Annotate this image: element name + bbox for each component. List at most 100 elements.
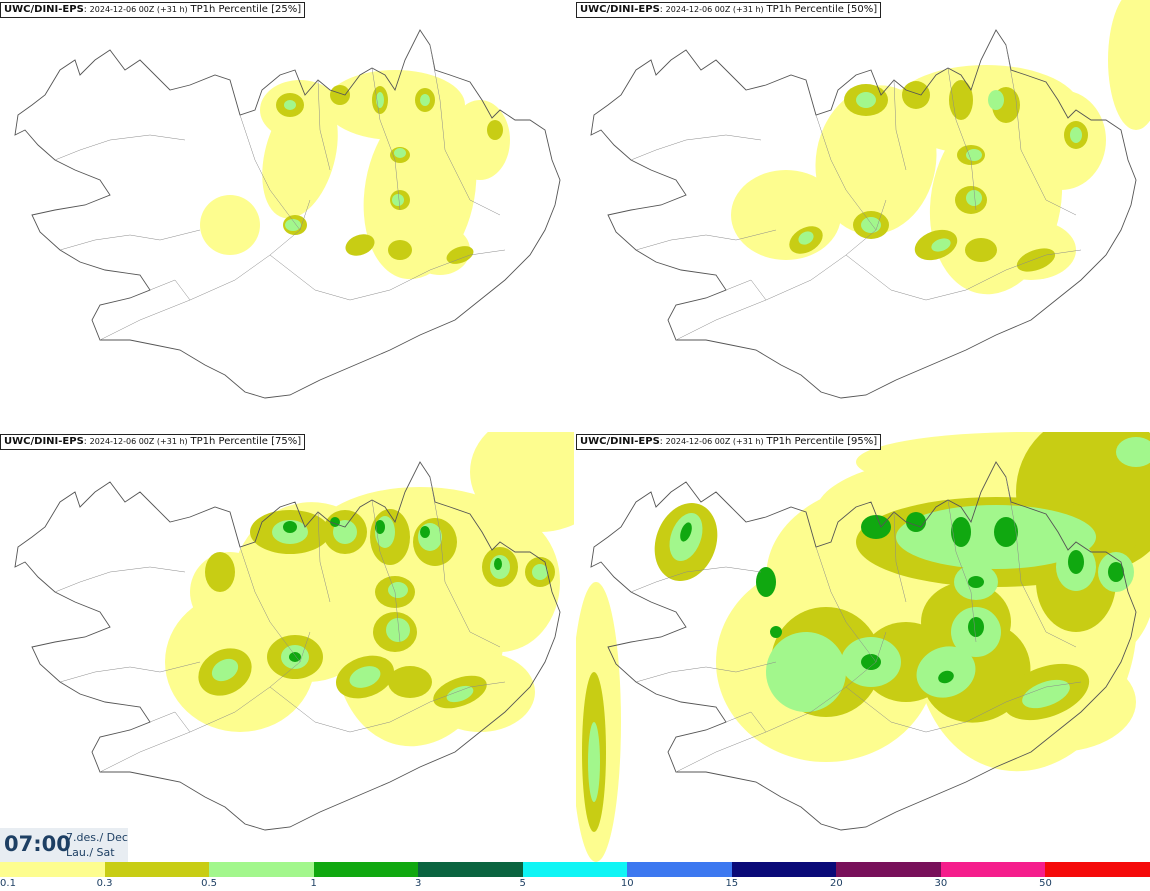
precip-light-green <box>766 632 846 712</box>
region-boundary <box>429 476 501 648</box>
legend-swatch <box>836 862 941 877</box>
precip-light-yellow <box>986 220 1076 280</box>
precip-fields <box>731 0 1150 295</box>
region-boundary <box>893 511 907 603</box>
legend-swatch <box>731 862 837 877</box>
precip-light-green <box>1022 679 1070 709</box>
legend-tick-label: 15 <box>725 878 739 889</box>
precip-light-green <box>211 658 239 682</box>
panel-title: UWC/DINI-EPS: 2024-12-06 00Z (+31 h) TP1… <box>0 434 306 450</box>
legend-tick-label: 0.3 <box>96 878 113 889</box>
region-boundary <box>947 67 977 211</box>
coastline <box>590 29 1137 399</box>
region-boundary <box>54 134 186 161</box>
precip-light-green <box>388 582 408 598</box>
coastline <box>14 29 561 399</box>
precip-green <box>938 670 954 684</box>
region-boundary <box>59 229 201 251</box>
iceland-coastline <box>14 29 561 399</box>
precip-olive <box>446 246 474 264</box>
region-boundary <box>371 67 401 211</box>
legend-swatch <box>104 862 210 877</box>
precip-light-green <box>394 148 406 158</box>
precipitation-map <box>590 0 1150 399</box>
legend-tick-label: 1 <box>310 878 317 889</box>
region-boundary <box>725 711 767 733</box>
precip-light-yellow <box>325 70 465 140</box>
precip-light-green <box>966 149 982 161</box>
precip-light-green <box>1116 437 1150 467</box>
precip-light-yellow <box>470 432 574 532</box>
region-boundary <box>149 279 191 301</box>
map-panel-50: UWC/DINI-EPS: 2024-12-06 00Z (+31 h) TP1… <box>576 0 1150 430</box>
region-boundary <box>635 661 777 683</box>
precip-green <box>861 515 891 539</box>
legend-tick-label: 50 <box>1039 878 1052 889</box>
precip-light-green <box>798 231 814 245</box>
legend-swatch <box>1045 862 1150 877</box>
coastline <box>14 461 561 831</box>
precip-green <box>330 517 340 527</box>
legend-swatch <box>313 862 419 877</box>
region-boundary <box>845 249 1082 301</box>
precip-green <box>289 652 301 662</box>
region-boundary <box>630 566 762 593</box>
region-boundary <box>947 499 977 643</box>
precip-light-green <box>420 94 430 106</box>
precip-green <box>680 522 692 542</box>
precip-light-yellow <box>200 195 260 255</box>
panel-title: UWC/DINI-EPS: 2024-12-06 00Z (+31 h) TP1… <box>576 2 882 18</box>
region-boundary <box>635 229 777 251</box>
precip-light-green <box>988 90 1004 110</box>
precip-light-green <box>532 564 548 580</box>
precip-green <box>951 517 971 547</box>
legend-swatch <box>522 862 628 877</box>
precip-green <box>968 576 984 588</box>
region-boundary <box>725 279 767 301</box>
precip-olive <box>965 238 997 262</box>
precip-olive <box>388 240 412 260</box>
precipitation-map <box>576 432 1150 862</box>
precip-light-green <box>386 618 410 642</box>
precip-light-green <box>861 217 881 233</box>
valid-day: Lau./ Sat <box>66 846 115 859</box>
region-boundary <box>845 681 1082 733</box>
precip-light-yellow <box>450 100 510 180</box>
region-boundary <box>239 114 301 231</box>
precip-green <box>770 626 782 638</box>
map-panel-75: UWC/DINI-EPS: 2024-12-06 00Z (+31 h) TP1… <box>0 432 574 862</box>
region-boundary <box>317 511 331 603</box>
precip-light-green <box>446 685 474 703</box>
precip-olive <box>388 666 432 698</box>
legend-bar <box>0 862 1150 877</box>
region-boundary <box>239 546 301 663</box>
precip-light-green <box>392 194 404 206</box>
precip-light-green <box>856 92 876 108</box>
legend-tick-label: 20 <box>829 878 843 889</box>
legend-swatch <box>0 862 105 877</box>
precip-olive <box>345 234 375 256</box>
precip-light-green <box>931 238 951 252</box>
iceland-coastline <box>14 461 561 831</box>
legend-swatch <box>627 862 732 877</box>
precip-fields <box>576 432 1150 862</box>
precip-fields <box>165 432 574 747</box>
precip-fields <box>200 70 510 280</box>
region-boundary <box>59 661 201 683</box>
region-boundary <box>893 79 907 171</box>
legend-tick-label: 30 <box>934 878 948 889</box>
precip-green <box>1108 562 1124 582</box>
legend-tick-label: 10 <box>620 878 634 889</box>
precip-green <box>420 526 430 538</box>
region-boundary <box>269 681 506 733</box>
precip-green <box>375 520 385 534</box>
map-panel-25: UWC/DINI-EPS: 2024-12-06 00Z (+31 h) TP1… <box>0 0 574 430</box>
precip-green <box>968 617 984 637</box>
legend-swatch <box>209 862 314 877</box>
precip-light-green <box>1070 127 1082 143</box>
region-boundary <box>429 44 501 216</box>
legend-tick-label: 0.1 <box>0 878 16 889</box>
precip-light-green <box>966 190 982 206</box>
panel-divider <box>574 0 576 862</box>
map-panel-95: UWC/DINI-EPS: 2024-12-06 00Z (+31 h) TP1… <box>576 432 1150 862</box>
